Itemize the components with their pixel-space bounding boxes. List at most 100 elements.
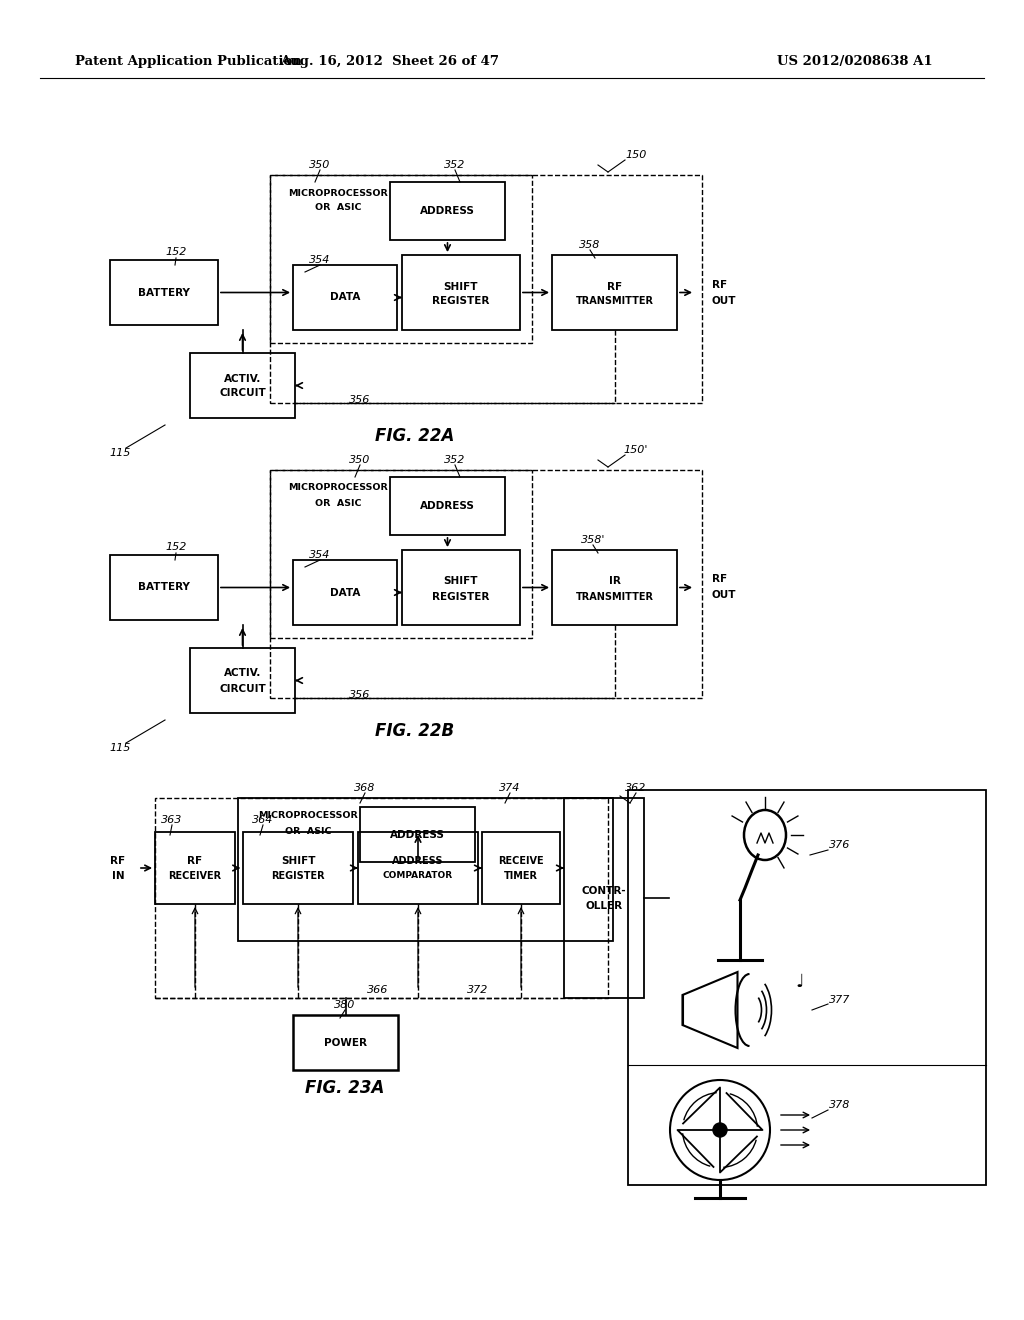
Text: REGISTER: REGISTER xyxy=(432,591,489,602)
Bar xyxy=(155,832,234,904)
Text: OR  ASIC: OR ASIC xyxy=(285,826,331,836)
Text: OUT: OUT xyxy=(712,296,736,305)
Text: FIG. 22B: FIG. 22B xyxy=(376,722,455,741)
Text: RF: RF xyxy=(607,281,622,292)
Text: US 2012/0208638 A1: US 2012/0208638 A1 xyxy=(777,55,933,69)
Text: Aug. 16, 2012  Sheet 26 of 47: Aug. 16, 2012 Sheet 26 of 47 xyxy=(281,55,500,69)
Text: 152: 152 xyxy=(165,543,186,552)
Text: MICROPROCESSOR: MICROPROCESSOR xyxy=(288,189,388,198)
Text: 380: 380 xyxy=(334,1001,355,1010)
Bar xyxy=(564,799,644,998)
Text: 377: 377 xyxy=(829,995,851,1005)
Text: RF: RF xyxy=(712,280,727,289)
Bar xyxy=(270,470,702,698)
Text: 374: 374 xyxy=(500,783,520,793)
Text: MICROPROCESSOR: MICROPROCESSOR xyxy=(258,812,357,821)
Text: 358: 358 xyxy=(580,240,601,249)
Bar xyxy=(293,1015,398,1071)
Text: 352: 352 xyxy=(444,455,466,465)
Text: ADDRESS: ADDRESS xyxy=(420,206,475,216)
Text: FIG. 22A: FIG. 22A xyxy=(376,426,455,445)
Text: REGISTER: REGISTER xyxy=(432,297,489,306)
Text: 115: 115 xyxy=(110,743,131,752)
Text: ACTIV.: ACTIV. xyxy=(224,668,261,678)
Text: SHIFT: SHIFT xyxy=(281,855,315,866)
Text: 356: 356 xyxy=(349,395,371,405)
Text: ADDRESS: ADDRESS xyxy=(420,502,475,511)
Bar xyxy=(270,176,532,343)
Text: RECEIVER: RECEIVER xyxy=(168,871,221,880)
Bar xyxy=(110,554,218,620)
Bar xyxy=(270,176,702,403)
Bar xyxy=(402,255,520,330)
Text: 354: 354 xyxy=(309,255,331,265)
Bar xyxy=(155,799,608,998)
Text: 150: 150 xyxy=(626,150,647,160)
Text: TIMER: TIMER xyxy=(504,871,538,880)
Text: MICROPROCESSOR: MICROPROCESSOR xyxy=(288,483,388,492)
Text: ADDRESS: ADDRESS xyxy=(392,855,443,866)
Text: DATA: DATA xyxy=(330,293,360,302)
Text: RECEIVE: RECEIVE xyxy=(499,855,544,866)
Bar xyxy=(482,832,560,904)
Bar xyxy=(190,648,295,713)
Text: OR  ASIC: OR ASIC xyxy=(314,203,361,213)
Text: CIRCUIT: CIRCUIT xyxy=(219,388,266,399)
Circle shape xyxy=(713,1123,727,1137)
Bar xyxy=(390,477,505,535)
Text: RF: RF xyxy=(111,855,126,866)
Text: ADDRESS: ADDRESS xyxy=(390,829,445,840)
Text: POWER: POWER xyxy=(324,1038,367,1048)
Text: OR  ASIC: OR ASIC xyxy=(314,499,361,507)
Bar xyxy=(293,560,397,624)
Text: DATA: DATA xyxy=(330,587,360,598)
Text: 364: 364 xyxy=(252,814,273,825)
Bar xyxy=(552,550,677,624)
Text: OLLER: OLLER xyxy=(586,902,623,911)
Text: IR: IR xyxy=(608,577,621,586)
Bar xyxy=(238,799,613,941)
Bar xyxy=(190,352,295,418)
Text: RF: RF xyxy=(187,855,203,866)
Text: IN: IN xyxy=(112,871,124,880)
Text: 150': 150' xyxy=(624,445,648,455)
Text: REGISTER: REGISTER xyxy=(271,871,325,880)
Bar xyxy=(110,260,218,325)
Text: 350: 350 xyxy=(349,455,371,465)
Text: 354: 354 xyxy=(309,550,331,560)
Text: 376: 376 xyxy=(829,840,851,850)
Text: 350: 350 xyxy=(309,160,331,170)
Text: TRANSMITTER: TRANSMITTER xyxy=(575,591,653,602)
Text: 152: 152 xyxy=(165,247,186,257)
Text: SHIFT: SHIFT xyxy=(443,577,478,586)
Text: ACTIV.: ACTIV. xyxy=(224,374,261,384)
Bar xyxy=(402,550,520,624)
Text: SHIFT: SHIFT xyxy=(443,281,478,292)
Text: 356: 356 xyxy=(349,690,371,700)
Bar xyxy=(293,265,397,330)
Text: ♩: ♩ xyxy=(796,973,804,991)
Text: RF: RF xyxy=(712,574,727,585)
Bar xyxy=(243,832,353,904)
Text: 378: 378 xyxy=(829,1100,851,1110)
Text: Patent Application Publication: Patent Application Publication xyxy=(75,55,302,69)
Text: 366: 366 xyxy=(368,985,389,995)
Text: 363: 363 xyxy=(162,814,182,825)
Text: 362: 362 xyxy=(626,783,647,793)
Text: 352: 352 xyxy=(444,160,466,170)
Bar xyxy=(358,832,478,904)
Text: 372: 372 xyxy=(467,985,488,995)
Text: 358': 358' xyxy=(581,535,605,545)
Text: COMPARATOR: COMPARATOR xyxy=(383,871,453,880)
Bar xyxy=(628,789,986,1185)
Text: CONTR-: CONTR- xyxy=(582,886,627,896)
Text: 368: 368 xyxy=(354,783,376,793)
Text: FIG. 23A: FIG. 23A xyxy=(305,1078,385,1097)
Bar xyxy=(270,470,532,638)
Text: TRANSMITTER: TRANSMITTER xyxy=(575,297,653,306)
Bar xyxy=(552,255,677,330)
Text: 115: 115 xyxy=(110,447,131,458)
Text: BATTERY: BATTERY xyxy=(138,288,189,297)
Text: OUT: OUT xyxy=(712,590,736,601)
Bar xyxy=(360,807,475,862)
